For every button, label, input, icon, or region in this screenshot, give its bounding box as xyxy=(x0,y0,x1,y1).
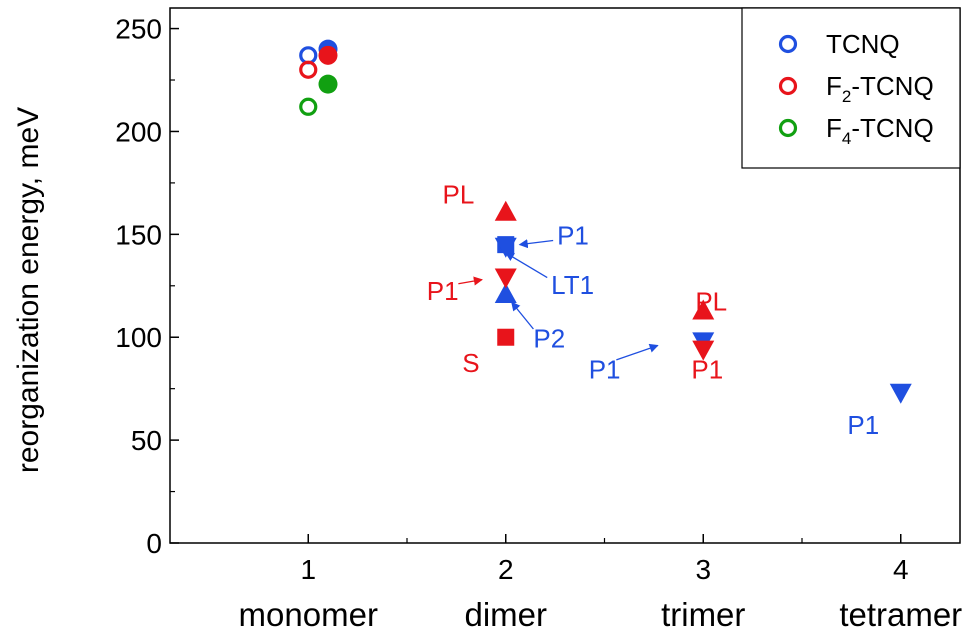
plot-frame xyxy=(169,7,961,544)
data-point-triangle-down xyxy=(494,237,517,258)
annotation-label: P1 xyxy=(847,410,879,440)
annotation-arrow xyxy=(616,343,659,361)
data-point-open-circle xyxy=(299,46,318,65)
x-tick-label: 1 xyxy=(300,554,316,585)
data-points xyxy=(299,39,912,404)
data-point-triangle-down xyxy=(889,383,912,404)
y-tick-label: 0 xyxy=(146,528,162,559)
data-point-triangle-down xyxy=(494,268,517,289)
y-axis: 0 50 100 150 200 250 xyxy=(115,14,179,559)
data-point-triangle-up xyxy=(494,283,517,304)
data-point-square xyxy=(497,328,515,346)
y-tick-label: 150 xyxy=(115,219,162,250)
annotation-label: PL xyxy=(443,179,475,209)
annotation-label: P1 xyxy=(691,354,723,384)
data-point-filled-circle xyxy=(318,45,338,65)
y-tick-label: 250 xyxy=(115,14,162,45)
x-tick-label: 4 xyxy=(893,554,909,585)
annotation-arrow xyxy=(458,276,483,286)
data-point-triangle-up xyxy=(692,299,715,320)
y-tick-label: 200 xyxy=(115,116,162,147)
annotation-arrow xyxy=(504,252,548,279)
annotation-label: P1 xyxy=(589,354,621,384)
annotation-arrow xyxy=(518,239,554,249)
x-tick-sublabel: trimer xyxy=(661,596,745,633)
annotation-label: P1 xyxy=(557,221,589,251)
data-point-triangle-up xyxy=(494,200,517,221)
legend-label: TCNQ xyxy=(826,29,900,59)
data-point-open-circle xyxy=(299,60,318,79)
x-tick-sublabel: dimer xyxy=(464,596,547,633)
y-tick-label: 50 xyxy=(131,425,162,456)
x-tick-sublabel: monomer xyxy=(239,596,378,633)
x-tick-label: 3 xyxy=(695,554,711,585)
legend-label: F2-TCNQ xyxy=(826,71,934,106)
legend-label: F4-TCNQ xyxy=(826,113,934,148)
annotation-label: P1 xyxy=(427,276,459,306)
annotation-label: LT1 xyxy=(551,270,594,300)
legend-marker xyxy=(778,118,798,138)
x-axis: 1 monomer 2 dimer 3 trimer 4 tetramer xyxy=(239,534,962,633)
annotation-arrow xyxy=(511,301,534,330)
y-axis-label: reorganization energy, meV xyxy=(12,107,45,473)
data-point-filled-circle xyxy=(318,74,338,94)
data-point-triangle-down xyxy=(692,340,715,361)
annotation-label: P2 xyxy=(533,324,565,354)
annotation-label: S xyxy=(462,348,479,378)
legend-marker xyxy=(778,34,798,54)
x-tick-label: 2 xyxy=(498,554,514,585)
legend-box xyxy=(741,7,961,169)
legend-marker xyxy=(778,76,798,96)
legend: TCNQ F2-TCNQ F4-TCNQ xyxy=(741,7,961,169)
x-tick-sublabel: tetramer xyxy=(839,596,962,633)
data-point-open-circle xyxy=(299,97,318,116)
y-tick-label: 100 xyxy=(115,322,162,353)
